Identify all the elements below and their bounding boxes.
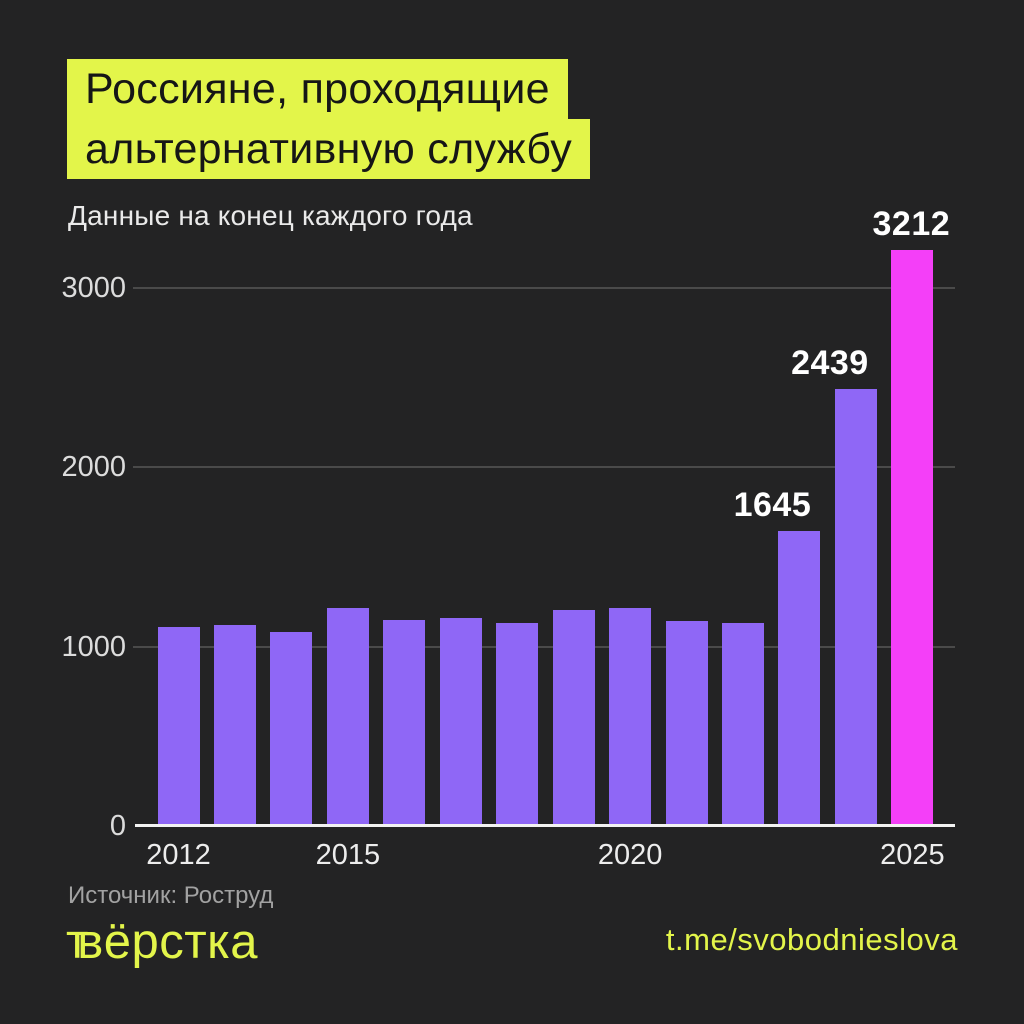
x-tick-label-2012: 2012 — [146, 839, 211, 871]
bar-2018 — [496, 623, 539, 826]
bar-2014 — [270, 631, 313, 826]
bar-2023 — [778, 531, 821, 826]
gridline-1000 — [133, 645, 955, 648]
bar-2022 — [722, 622, 764, 826]
logo-ligature-t: т — [66, 915, 89, 969]
bar-value-label-2023: 1645 — [733, 486, 812, 525]
title-line-1: Россияне, проходящие — [67, 59, 568, 119]
bar-2016 — [383, 619, 426, 826]
logo-text: вёрстка — [77, 915, 258, 969]
y-tick-label-2000: 2000 — [61, 451, 126, 484]
gridline-2000 — [133, 466, 955, 469]
page-title: Россияне, проходящие альтернативную служ… — [67, 59, 591, 179]
verstka-logo: твёрстка — [66, 914, 258, 970]
bar-2025 — [891, 250, 934, 826]
y-tick-label-0: 0 — [109, 810, 126, 842]
y-tick-label-1000: 1000 — [61, 630, 126, 663]
y-tick-label-3000: 3000 — [61, 272, 126, 305]
bar-2015 — [326, 608, 369, 826]
x-axis-line — [135, 824, 955, 827]
bar-2021 — [665, 620, 708, 826]
chart-subtitle: Данные на конец каждого года — [68, 200, 473, 231]
bar-2013 — [213, 625, 256, 826]
x-tick-label-2025: 2025 — [880, 839, 945, 871]
bar-2012 — [157, 627, 200, 826]
bar-value-label-2025: 3212 — [872, 205, 951, 244]
gridline-3000 — [133, 287, 955, 290]
telegram-link[interactable]: t.me/svobodnieslova — [665, 922, 958, 957]
bar-2017 — [439, 618, 482, 826]
source-note: Источник: Роструд — [68, 882, 274, 909]
title-line-2: альтернативную службу — [67, 119, 591, 179]
bar-2024 — [834, 388, 877, 826]
x-tick-label-2015: 2015 — [315, 839, 381, 871]
bar-value-label-2024: 2439 — [791, 343, 869, 382]
x-tick-label-2020: 2020 — [597, 839, 663, 871]
bar-2020 — [609, 608, 652, 826]
bar-2019 — [552, 609, 595, 826]
